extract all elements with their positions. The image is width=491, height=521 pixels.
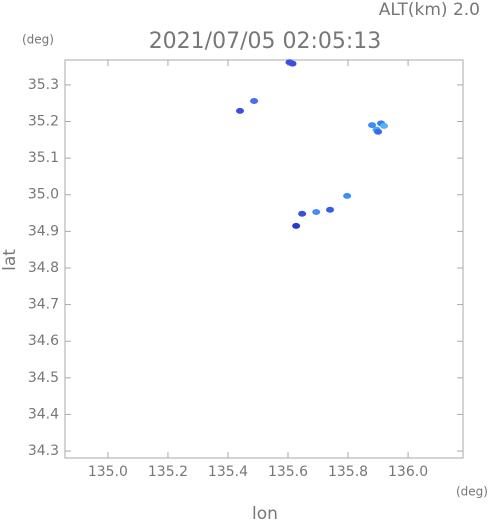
y-tick-label: 34.4 bbox=[28, 406, 59, 422]
echo-point bbox=[288, 60, 297, 67]
echo-point bbox=[235, 107, 244, 114]
y-tick-label: 34.5 bbox=[28, 370, 59, 386]
echo-point bbox=[368, 122, 377, 129]
y-tick-label: 35.0 bbox=[28, 187, 59, 203]
echo-point bbox=[312, 208, 321, 215]
x-tick-label: 135.6 bbox=[268, 464, 308, 480]
echo-point bbox=[298, 210, 307, 217]
x-tick-label: 135.4 bbox=[208, 464, 248, 480]
echo-point bbox=[343, 192, 352, 199]
y-unit: (deg) bbox=[22, 33, 54, 47]
echo-point bbox=[374, 128, 383, 135]
y-tick-label: 34.8 bbox=[28, 260, 59, 276]
altitude-label: ALT(km) 2.0 bbox=[379, 0, 480, 20]
y-tick-label: 34.3 bbox=[28, 443, 59, 459]
echo-point bbox=[380, 122, 389, 129]
y-tick-label: 35.2 bbox=[28, 114, 59, 130]
y-tick-label: 34.9 bbox=[28, 223, 59, 239]
y-tick-label: 34.7 bbox=[28, 297, 59, 313]
x-tick-label: 135.2 bbox=[148, 464, 188, 480]
x-tick-label: 136.0 bbox=[388, 464, 428, 480]
y-tick-label: 35.3 bbox=[28, 77, 59, 93]
y-tick-label: 34.6 bbox=[28, 333, 59, 349]
y-tick-label: 35.1 bbox=[28, 150, 59, 166]
x-tick-label: 135.8 bbox=[328, 464, 368, 480]
x-unit: (deg) bbox=[456, 485, 488, 499]
x-axis-label: lon bbox=[252, 504, 278, 521]
plot-frame bbox=[64, 59, 464, 459]
y-axis-label: lat bbox=[0, 249, 20, 271]
chart-title: 2021/07/05 02:05:13 bbox=[149, 29, 382, 54]
echo-point bbox=[326, 206, 335, 213]
x-tick-label: 135.0 bbox=[88, 464, 128, 480]
echo-point bbox=[292, 222, 301, 229]
echo-point bbox=[250, 98, 259, 105]
